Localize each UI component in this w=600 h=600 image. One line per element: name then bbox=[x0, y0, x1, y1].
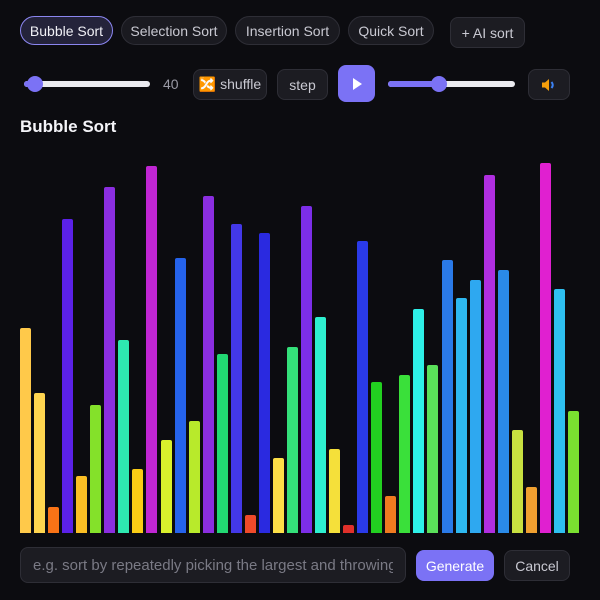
array-bar bbox=[76, 476, 88, 533]
array-bar bbox=[315, 317, 327, 533]
array-bar bbox=[441, 260, 453, 533]
array-bar bbox=[343, 525, 355, 533]
array-bar bbox=[357, 241, 369, 533]
cancel-button[interactable]: Cancel bbox=[504, 550, 570, 581]
array-bar bbox=[413, 309, 425, 533]
slider-thumb[interactable] bbox=[430, 76, 447, 92]
array-bar bbox=[301, 206, 312, 533]
array-bar bbox=[174, 258, 186, 533]
array-bar bbox=[469, 280, 481, 533]
array-bar bbox=[230, 224, 242, 533]
array-bar bbox=[567, 411, 579, 533]
array-bar bbox=[258, 233, 270, 533]
ai-prompt-input[interactable] bbox=[20, 547, 406, 583]
array-bar bbox=[132, 469, 144, 533]
generate-button[interactable]: Generate bbox=[416, 550, 494, 581]
array-bar bbox=[244, 515, 256, 533]
speed-slider[interactable] bbox=[388, 76, 515, 92]
array-bar bbox=[272, 458, 284, 533]
tab-selection-sort[interactable]: Selection Sort bbox=[121, 16, 227, 45]
step-button[interactable]: step bbox=[277, 69, 328, 100]
play-icon bbox=[352, 77, 362, 90]
array-bar bbox=[20, 328, 31, 533]
array-bar bbox=[371, 382, 383, 533]
visualizer-title: Bubble Sort bbox=[20, 117, 117, 136]
array-bar bbox=[483, 175, 495, 533]
bar-chart bbox=[0, 140, 600, 533]
slider-fill bbox=[388, 81, 439, 87]
array-bar bbox=[216, 354, 228, 533]
array-bar bbox=[160, 440, 172, 533]
array-bar bbox=[104, 187, 116, 533]
array-bar bbox=[202, 196, 214, 533]
sound-toggle-button[interactable] bbox=[528, 69, 570, 100]
array-bar bbox=[286, 347, 298, 533]
array-bar bbox=[427, 365, 439, 533]
speaker-icon bbox=[542, 78, 554, 91]
shuffle-button[interactable]: 🔀 shuffle bbox=[193, 69, 267, 100]
array-size-value: 40 bbox=[163, 76, 179, 92]
tab-quick-sort[interactable]: Quick Sort bbox=[348, 16, 434, 45]
array-bar bbox=[399, 375, 411, 533]
tab-insertion-sort[interactable]: Insertion Sort bbox=[235, 16, 340, 45]
array-bar bbox=[525, 487, 537, 533]
array-bar bbox=[62, 219, 74, 533]
slider-track bbox=[24, 81, 150, 87]
play-button[interactable] bbox=[338, 65, 375, 102]
array-bar bbox=[118, 340, 130, 533]
array-bar bbox=[455, 298, 467, 533]
array-bar bbox=[497, 270, 509, 533]
array-bar bbox=[553, 289, 565, 533]
array-bar bbox=[385, 496, 397, 533]
array-bar bbox=[48, 507, 60, 533]
array-bar bbox=[511, 430, 523, 533]
array-bar bbox=[188, 421, 200, 533]
array-bar bbox=[34, 393, 46, 533]
array-bar bbox=[146, 166, 158, 533]
tab-bubble-sort[interactable]: Bubble Sort bbox=[20, 16, 113, 45]
array-bar bbox=[329, 449, 341, 533]
array-bar bbox=[539, 163, 551, 533]
array-size-slider[interactable] bbox=[24, 76, 150, 92]
array-bar bbox=[90, 405, 102, 533]
slider-track bbox=[388, 81, 515, 87]
slider-thumb[interactable] bbox=[27, 76, 44, 92]
ai-sort-button[interactable]: + AI sort bbox=[450, 17, 525, 48]
